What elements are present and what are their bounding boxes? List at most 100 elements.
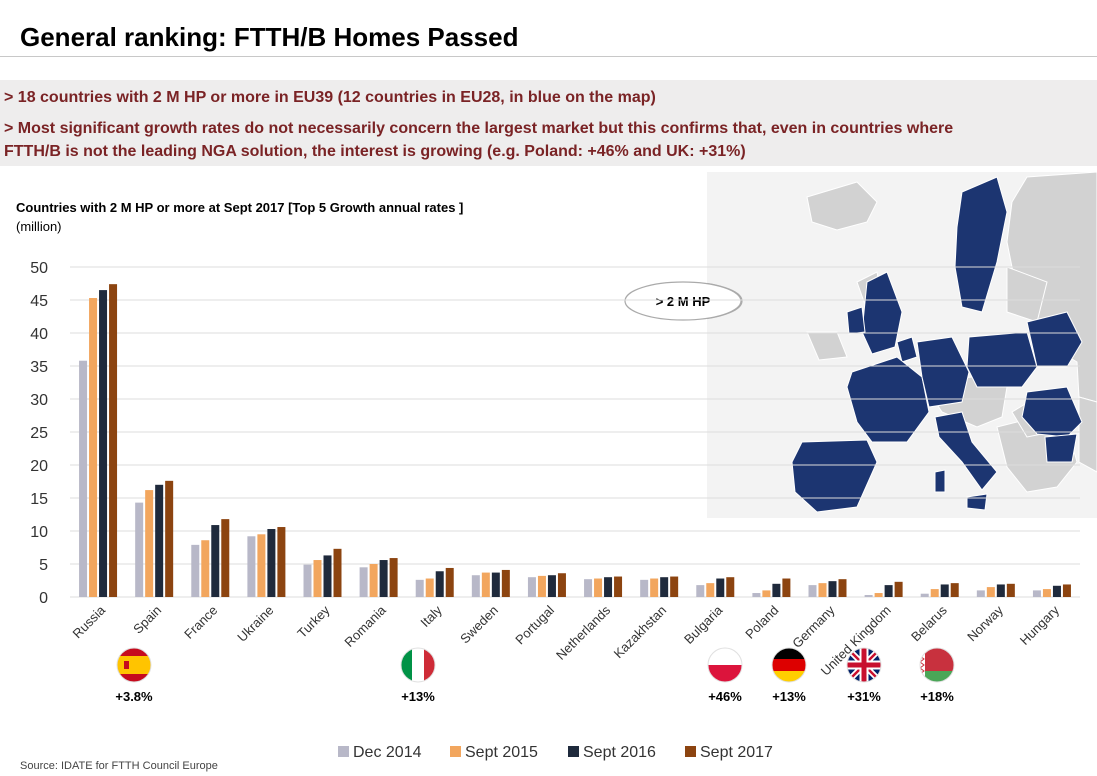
bar-germany-sept-2016	[828, 581, 837, 597]
bar-russia-dec-2014	[79, 360, 88, 597]
bar-norway-sept-2016	[996, 584, 1005, 597]
x-tick-label: France	[181, 603, 220, 642]
finding-2: > Most significant growth rates do not n…	[4, 120, 954, 137]
y-tick-label: 25	[30, 425, 48, 442]
bar-bulgaria-sept-2016	[716, 578, 725, 597]
y-tick-label: 20	[30, 458, 48, 475]
growth-marker-united-kingdom: +31%	[846, 647, 882, 704]
x-tick-label: Norway	[964, 602, 1006, 644]
legend-label: Sept 2015	[465, 744, 538, 761]
growth-marker-germany: +13%	[771, 647, 807, 704]
growth-marker-italy: +13%	[400, 647, 436, 704]
growth-marker-poland: +46%	[707, 647, 743, 704]
poland-flag-icon	[707, 647, 743, 683]
x-tick-label: Turkey	[294, 602, 333, 641]
growth-rate-label: +13%	[772, 689, 806, 704]
map-legend: > 2 M HP	[624, 281, 742, 321]
bar-kazakhstan-dec-2014	[640, 579, 649, 597]
bar-germany-dec-2014	[808, 585, 817, 597]
x-tick-label: Portugal	[512, 602, 557, 647]
bar-united-kingdom-sept-2017	[894, 581, 903, 597]
bar-sweden-sept-2017	[501, 569, 510, 597]
growth-rate-label: +31%	[847, 689, 881, 704]
chart-unit: (million)	[16, 219, 62, 234]
y-tick-label: 40	[30, 326, 48, 343]
legend-swatch	[450, 746, 461, 757]
legend-swatch	[685, 746, 696, 757]
x-tick-label: Russia	[69, 602, 108, 641]
legend-label: Sept 2017	[700, 744, 773, 761]
x-tick-label: Italy	[417, 602, 445, 630]
bar-united-kingdom-sept-2015	[874, 593, 883, 597]
bar-romania-dec-2014	[359, 567, 368, 597]
spain-flag-icon	[116, 647, 152, 683]
bar-turkey-sept-2015	[313, 560, 322, 597]
bar-hungary-sept-2016	[1052, 585, 1061, 597]
y-tick-label: 0	[39, 590, 48, 607]
bar-norway-sept-2015	[986, 587, 995, 597]
x-tick-label: Sweden	[457, 603, 501, 647]
bar-belarus-sept-2016	[940, 584, 949, 597]
bar-sweden-dec-2014	[471, 575, 480, 597]
x-tick-label: Kazakhstan	[611, 603, 670, 662]
growth-marker-spain: +3.8%	[115, 647, 153, 704]
bar-belarus-dec-2014	[920, 593, 929, 597]
bar-france-sept-2016	[211, 525, 220, 597]
bar-kazakhstan-sept-2015	[650, 578, 659, 597]
bar-netherlands-sept-2017	[614, 576, 623, 597]
bar-italy-sept-2016	[435, 571, 444, 597]
bar-united-kingdom-dec-2014	[864, 595, 873, 597]
chart-title: Countries with 2 M HP or more at Sept 20…	[16, 200, 464, 215]
y-tick-label: 35	[30, 359, 48, 376]
y-tick-label: 15	[30, 491, 48, 508]
bar-germany-sept-2015	[818, 583, 827, 597]
bar-ukraine-sept-2015	[257, 534, 266, 597]
bar-hungary-dec-2014	[1032, 590, 1041, 597]
x-tick-label: Ukraine	[234, 603, 276, 645]
bar-portugal-dec-2014	[527, 577, 536, 597]
x-tick-label: Belarus	[908, 602, 950, 644]
bar-hungary-sept-2017	[1062, 584, 1071, 597]
bar-ukraine-dec-2014	[247, 536, 256, 597]
bar-hungary-sept-2015	[1042, 589, 1051, 597]
bar-spain-sept-2016	[155, 484, 164, 597]
x-tick-label: Poland	[742, 603, 781, 642]
bar-united-kingdom-sept-2016	[884, 585, 893, 597]
bar-portugal-sept-2017	[557, 573, 566, 597]
key-findings-panel: > 18 countries with 2 M HP or more in EU…	[0, 80, 1097, 166]
y-tick-label: 30	[30, 392, 48, 409]
bar-norway-sept-2017	[1006, 583, 1015, 597]
bar-spain-sept-2015	[145, 490, 154, 597]
bar-bulgaria-sept-2017	[726, 577, 735, 597]
x-tick-label: Germany	[789, 602, 838, 651]
legend-label: Dec 2014	[353, 744, 422, 761]
bar-belarus-sept-2015	[930, 589, 939, 597]
y-tick-label: 5	[39, 557, 48, 574]
bar-russia-sept-2015	[89, 298, 98, 597]
bar-poland-sept-2016	[772, 583, 781, 597]
belarus-flag-icon	[919, 647, 955, 683]
y-tick-label: 10	[30, 524, 48, 541]
x-tick-label: Hungary	[1017, 602, 1063, 648]
x-tick-label: Bulgaria	[681, 602, 726, 647]
bar-sweden-sept-2016	[491, 572, 500, 597]
bar-netherlands-sept-2016	[604, 577, 613, 597]
bar-spain-dec-2014	[135, 502, 144, 597]
bar-ukraine-sept-2017	[277, 527, 286, 597]
bar-norway-dec-2014	[976, 590, 985, 597]
legend-label: Sept 2016	[583, 744, 656, 761]
germany-flag-icon	[771, 647, 807, 683]
x-tick-label: Netherlands	[553, 602, 614, 663]
bar-france-sept-2017	[221, 519, 230, 597]
bar-kazakhstan-sept-2017	[670, 576, 679, 597]
bar-spain-sept-2017	[165, 480, 174, 597]
bar-germany-sept-2017	[838, 579, 847, 597]
x-tick-label: Romania	[341, 602, 389, 650]
bar-romania-sept-2016	[379, 560, 388, 597]
bar-netherlands-dec-2014	[584, 579, 593, 597]
map-legend-label: > 2 M HP	[656, 294, 711, 309]
y-tick-label: 50	[30, 260, 48, 277]
bar-kazakhstan-sept-2016	[660, 577, 669, 597]
bar-belarus-sept-2017	[950, 583, 959, 597]
bar-portugal-sept-2015	[537, 575, 546, 597]
